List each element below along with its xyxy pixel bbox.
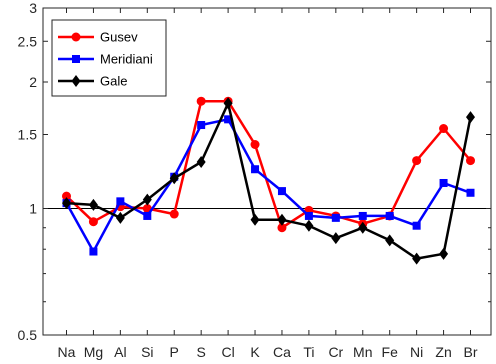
series-gale [62,97,475,265]
point-gale-cl [223,97,233,110]
point-meridiani-zn [439,178,448,187]
x-tick-label-mg: Mg [84,344,103,360]
legend-label-gusev: Gusev [100,30,138,45]
series-line-gale [66,102,472,260]
point-meridiani-cr [331,213,340,222]
point-meridiani-al [116,197,125,206]
point-meridiani-k [251,165,260,174]
point-gale-mn [358,221,368,234]
legend-label-meridiani: Meridiani [100,52,153,67]
x-tick-label-ti: Ti [303,344,314,360]
point-gale-al [115,211,125,224]
series-layer [62,96,475,265]
y-tick-label: 1 [29,200,37,216]
point-gale-ti [304,219,314,232]
x-tick-label-fe: Fe [382,344,399,360]
point-meridiani-mn [358,211,367,220]
point-gale-ni [412,252,422,265]
point-gale-zn [439,247,449,260]
legend-label-gale: Gale [100,74,127,89]
x-tick-label-cl: Cl [221,344,234,360]
axes-layer: 0.5 1 1.5 2 2.5 3 Na Mg Al Si P S Cl K Ca Ti Cr Mn Fe Ni Zn B… [18,0,492,360]
point-gale-na [62,197,71,210]
point-gale-fe [385,234,395,247]
point-gusev-ni [412,156,422,166]
point-gusev-ca [277,223,287,233]
point-gusev-mg [88,217,98,227]
point-gusev-p [169,209,179,219]
x-tick-label-ca: Ca [273,344,291,360]
x-tick-label-na: Na [58,344,76,360]
legend-marker-gale [71,75,81,87]
point-gusev-na [62,191,71,201]
point-meridiani-ni [412,221,421,230]
point-meridiani-s [197,121,206,130]
legend-marker-gusev [71,32,81,42]
point-gusev-k [250,140,260,150]
x-tick-label-p: P [170,344,179,360]
y-tick-label: 2.5 [18,33,38,49]
point-gale-p [169,172,179,185]
x-tick-label-k: K [250,344,260,360]
x-tick-label-ni: Ni [410,344,423,360]
point-gale-mg [88,198,98,211]
point-meridiani-ca [277,187,286,196]
legend-marker-meridiani [72,55,80,63]
point-gale-k [250,213,260,226]
point-gale-cr [331,232,341,245]
y-tick-label: 3 [29,0,37,16]
point-gusev-zn [439,124,449,134]
point-gale-s [196,156,206,169]
y-tick-label: 1.5 [18,127,38,143]
point-gusev-s [196,96,206,106]
point-meridiani-mg [89,247,98,256]
legend: Gusev Meridiani Gale [51,19,167,97]
point-gale-br [466,111,475,124]
x-tick-label-br: Br [464,344,478,360]
x-tick-label-al: Al [114,344,126,360]
x-tick-label-si: Si [141,344,153,360]
y-tick-label: 2 [29,74,37,90]
x-tick-label-s: S [196,344,205,360]
point-meridiani-fe [385,211,394,220]
point-gale-ca [277,213,287,226]
axes-box [42,7,492,336]
point-meridiani-cl [224,115,233,124]
x-tick-label-cr: Cr [328,344,343,360]
y-tick-label: 0.5 [18,327,38,343]
point-meridiani-si [143,211,152,220]
point-gusev-br [466,156,475,166]
x-tick-label-zn: Zn [435,344,451,360]
point-meridiani-ti [304,211,313,220]
x-tick-label-mn: Mn [353,344,372,360]
point-gale-si [142,193,152,206]
point-meridiani-br [466,188,475,197]
